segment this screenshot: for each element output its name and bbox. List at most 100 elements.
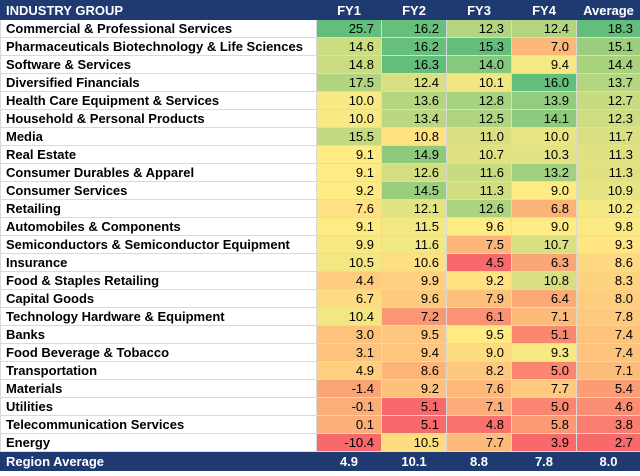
industry-group-name: Retailing xyxy=(0,199,317,218)
heatmap-cell-fy2: 9.2 xyxy=(381,379,447,398)
industry-group-name: Capital Goods xyxy=(0,289,317,308)
heatmap-cell-fy4: 10.8 xyxy=(511,271,577,290)
heatmap-cell-fy1: 9.1 xyxy=(316,145,382,164)
heatmap-cell-fy3: 15.3 xyxy=(446,37,512,56)
heatmap-cell-fy2: 13.6 xyxy=(381,91,447,110)
table-row: Household & Personal Products 10.0 13.4 12.… xyxy=(0,109,640,128)
heatmap-cell-fy4: 14.1 xyxy=(511,109,577,128)
heatmap-cell-fy4: 10.7 xyxy=(511,235,577,254)
heatmap-cell-average: 12.3 xyxy=(576,109,640,128)
heatmap-cell-fy2: 5.1 xyxy=(381,415,447,434)
heatmap-cell-average: 7.1 xyxy=(576,361,640,380)
table-row: Commercial & Professional Services 25.7 16… xyxy=(0,19,640,38)
heatmap-cell-fy3: 12.6 xyxy=(446,199,512,218)
heatmap-cell-fy4: 13.9 xyxy=(511,91,577,110)
heatmap-cell-average: 14.4 xyxy=(576,55,640,74)
table-row: Consumer Services 9.2 14.5 11.3 9.0 10.9 xyxy=(0,181,640,200)
heatmap-cell-fy2: 16.2 xyxy=(381,37,447,56)
heatmap-cell-fy4: 5.8 xyxy=(511,415,577,434)
heatmap-cell-average: 5.4 xyxy=(576,379,640,398)
region-average-fy2: 10.1 xyxy=(381,451,447,471)
heatmap-cell-fy3: 12.3 xyxy=(446,19,512,38)
heatmap-cell-average: 8.3 xyxy=(576,271,640,290)
industry-group-name: Commercial & Professional Services xyxy=(0,19,317,38)
table-row: Retailing 7.6 12.1 12.6 6.8 10.2 xyxy=(0,199,640,218)
heatmap-cell-average: 10.9 xyxy=(576,181,640,200)
industry-group-name: Automobiles & Components xyxy=(0,217,317,236)
heatmap-cell-fy1: 10.0 xyxy=(316,91,382,110)
heatmap-cell-fy4: 9.0 xyxy=(511,181,577,200)
heatmap-cell-fy1: -10.4 xyxy=(316,433,382,452)
heatmap-cell-fy1: 6.7 xyxy=(316,289,382,308)
region-average-row: Region Average 4.9 10.1 8.8 7.8 8.0 xyxy=(0,451,640,471)
column-header-fy1: FY1 xyxy=(316,0,382,20)
table-row: Media 15.5 10.8 11.0 10.0 11.7 xyxy=(0,127,640,146)
heatmap-cell-fy1: 14.8 xyxy=(316,55,382,74)
heatmap-cell-fy1: 15.5 xyxy=(316,127,382,146)
heatmap-cell-fy4: 10.0 xyxy=(511,127,577,146)
heatmap-cell-fy3: 4.8 xyxy=(446,415,512,434)
heatmap-cell-fy3: 7.6 xyxy=(446,379,512,398)
column-header-fy2: FY2 xyxy=(381,0,447,20)
heatmap-cell-average: 10.2 xyxy=(576,199,640,218)
heatmap-cell-fy4: 6.4 xyxy=(511,289,577,308)
heatmap-cell-fy3: 7.5 xyxy=(446,235,512,254)
table-row: Utilities -0.1 5.1 7.1 5.0 4.6 xyxy=(0,397,640,416)
heatmap-cell-average: 8.6 xyxy=(576,253,640,272)
heatmap-cell-average: 11.3 xyxy=(576,145,640,164)
heatmap-cell-fy2: 14.9 xyxy=(381,145,447,164)
heatmap-cell-fy2: 10.5 xyxy=(381,433,447,452)
heatmap-cell-average: 11.3 xyxy=(576,163,640,182)
heatmap-cell-fy1: -1.4 xyxy=(316,379,382,398)
heatmap-cell-fy3: 12.5 xyxy=(446,109,512,128)
industry-group-name: Pharmaceuticals Biotechnology & Life Sci… xyxy=(0,37,317,56)
heatmap-cell-fy1: 10.5 xyxy=(316,253,382,272)
heatmap-cell-fy1: 4.4 xyxy=(316,271,382,290)
heatmap-cell-fy3: 4.5 xyxy=(446,253,512,272)
heatmap-cell-fy1: -0.1 xyxy=(316,397,382,416)
heatmap-cell-fy2: 9.5 xyxy=(381,325,447,344)
heatmap-cell-fy3: 11.0 xyxy=(446,127,512,146)
heatmap-cell-fy4: 7.1 xyxy=(511,307,577,326)
heatmap-cell-fy4: 3.9 xyxy=(511,433,577,452)
heatmap-cell-fy1: 0.1 xyxy=(316,415,382,434)
heatmap-cell-average: 2.7 xyxy=(576,433,640,452)
table-row: Real Estate 9.1 14.9 10.7 10.3 11.3 xyxy=(0,145,640,164)
heatmap-cell-fy2: 10.6 xyxy=(381,253,447,272)
region-average-fy4: 7.8 xyxy=(511,451,577,471)
header-row: INDUSTRY GROUP FY1 FY2 FY3 FY4 Average xyxy=(0,0,640,20)
industry-group-name: Household & Personal Products xyxy=(0,109,317,128)
heatmap-cell-fy3: 9.6 xyxy=(446,217,512,236)
heatmap-cell-fy1: 3.1 xyxy=(316,343,382,362)
heatmap-cell-average: 4.6 xyxy=(576,397,640,416)
table-row: Diversified Financials 17.5 12.4 10.1 16.0 13… xyxy=(0,73,640,92)
table-row: Banks 3.0 9.5 9.5 5.1 7.4 xyxy=(0,325,640,344)
heatmap-cell-fy2: 16.3 xyxy=(381,55,447,74)
table-row: Capital Goods 6.7 9.6 7.9 6.4 8.0 xyxy=(0,289,640,308)
heatmap-cell-fy2: 14.5 xyxy=(381,181,447,200)
heatmap-cell-fy3: 11.3 xyxy=(446,181,512,200)
table-row: Insurance 10.5 10.6 4.5 6.3 8.6 xyxy=(0,253,640,272)
column-header-industry-group: INDUSTRY GROUP xyxy=(0,0,317,20)
heatmap-cell-fy2: 8.6 xyxy=(381,361,447,380)
region-average-fy3: 8.8 xyxy=(446,451,512,471)
heatmap-cell-fy1: 7.6 xyxy=(316,199,382,218)
industry-group-name: Telecommunication Services xyxy=(0,415,317,434)
heatmap-cell-fy2: 16.2 xyxy=(381,19,447,38)
table-row: Automobiles & Components 9.1 11.5 9.6 9.0 9.8 xyxy=(0,217,640,236)
heatmap-cell-fy4: 9.4 xyxy=(511,55,577,74)
heatmap-cell-fy2: 9.6 xyxy=(381,289,447,308)
table-row: Food Beverage & Tobacco 3.1 9.4 9.0 9.3 7.4 xyxy=(0,343,640,362)
industry-group-name: Consumer Services xyxy=(0,181,317,200)
industry-group-name: Health Care Equipment & Services xyxy=(0,91,317,110)
table-row: Software & Services 14.8 16.3 14.0 9.4 14.4 xyxy=(0,55,640,74)
region-average-label: Region Average xyxy=(0,451,317,471)
table-row: Semiconductors & Semiconductor Equipment… xyxy=(0,235,640,254)
table-row: Pharmaceuticals Biotechnology & Life Sci… xyxy=(0,37,640,56)
industry-group-name: Food & Staples Retailing xyxy=(0,271,317,290)
heatmap-cell-fy1: 10.4 xyxy=(316,307,382,326)
table-row: Technology Hardware & Equipment 10.4 7.2 6.… xyxy=(0,307,640,326)
heatmap-cell-fy4: 7.0 xyxy=(511,37,577,56)
industry-group-name: Media xyxy=(0,127,317,146)
